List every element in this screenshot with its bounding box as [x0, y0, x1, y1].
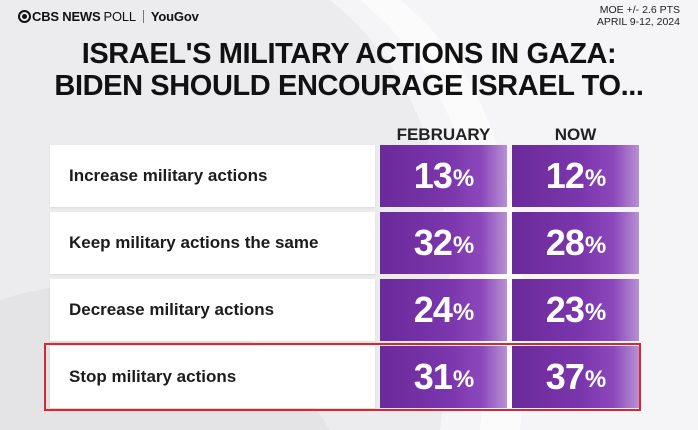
poll-dates: APRIL 9-12, 2024 — [596, 16, 680, 28]
cbs-yougov-logo: CBS NEWS POLL YouGov — [18, 9, 199, 24]
row-label: Keep military actions the same — [50, 212, 375, 274]
data-label: 23 — [545, 289, 585, 330]
data-label: 37 — [545, 356, 585, 397]
value-cell-february: 24% — [380, 279, 507, 341]
cbs-eye-icon — [18, 10, 31, 23]
logo-poll: POLL — [103, 9, 136, 24]
row-label: Decrease military actions — [50, 279, 375, 341]
value-cell-now: 28% — [512, 212, 639, 274]
margin-of-error: MOE +/- 2.6 PTS — [599, 4, 680, 16]
highlight-box — [44, 343, 641, 411]
chart-title: ISRAEL'S MILITARY ACTIONS IN GAZA: BIDEN… — [0, 38, 698, 102]
data-label: 32 — [413, 222, 453, 263]
header: CBS NEWS POLL YouGov MOE +/- 2.6 PTS APR… — [0, 0, 698, 30]
column-header-now: NOW — [554, 125, 597, 144]
row-label: Stop military actions — [50, 346, 375, 408]
percent-sign: % — [584, 232, 606, 259]
data-label: 31 — [413, 356, 453, 397]
percent-sign: % — [584, 366, 606, 393]
data-label: 24 — [413, 289, 453, 330]
poll-info: MOE +/- 2.6 PTS APRIL 9-12, 2024 — [597, 4, 680, 28]
logo-brand: CBS NEWS — [32, 9, 101, 24]
value-cell-february: 13% — [380, 145, 507, 207]
logo-partner: YouGov — [150, 9, 199, 24]
column-header-february: FEBRUARY — [396, 125, 491, 144]
value-cell-february: 31% — [380, 346, 507, 408]
title-line-2: BIDEN SHOULD ENCOURAGE ISRAEL TO... — [54, 70, 644, 102]
title-line-1: ISRAEL'S MILITARY ACTIONS IN GAZA: — [81, 38, 617, 70]
value-cell-now: 37% — [512, 346, 639, 408]
percent-sign: % — [584, 299, 606, 326]
percent-sign: % — [452, 299, 474, 326]
value-cell-february: 32% — [380, 212, 507, 274]
percent-sign: % — [584, 165, 606, 192]
data-label: 12 — [545, 155, 585, 196]
value-cell-now: 12% — [512, 145, 639, 207]
logo-divider — [142, 10, 144, 23]
percent-sign: % — [452, 232, 474, 259]
data-label: 28 — [545, 222, 585, 263]
percent-sign: % — [452, 366, 474, 393]
percent-sign: % — [452, 165, 474, 192]
value-cell-now: 23% — [512, 279, 639, 341]
row-label: Increase military actions — [50, 145, 375, 207]
data-label: 13 — [413, 155, 453, 196]
